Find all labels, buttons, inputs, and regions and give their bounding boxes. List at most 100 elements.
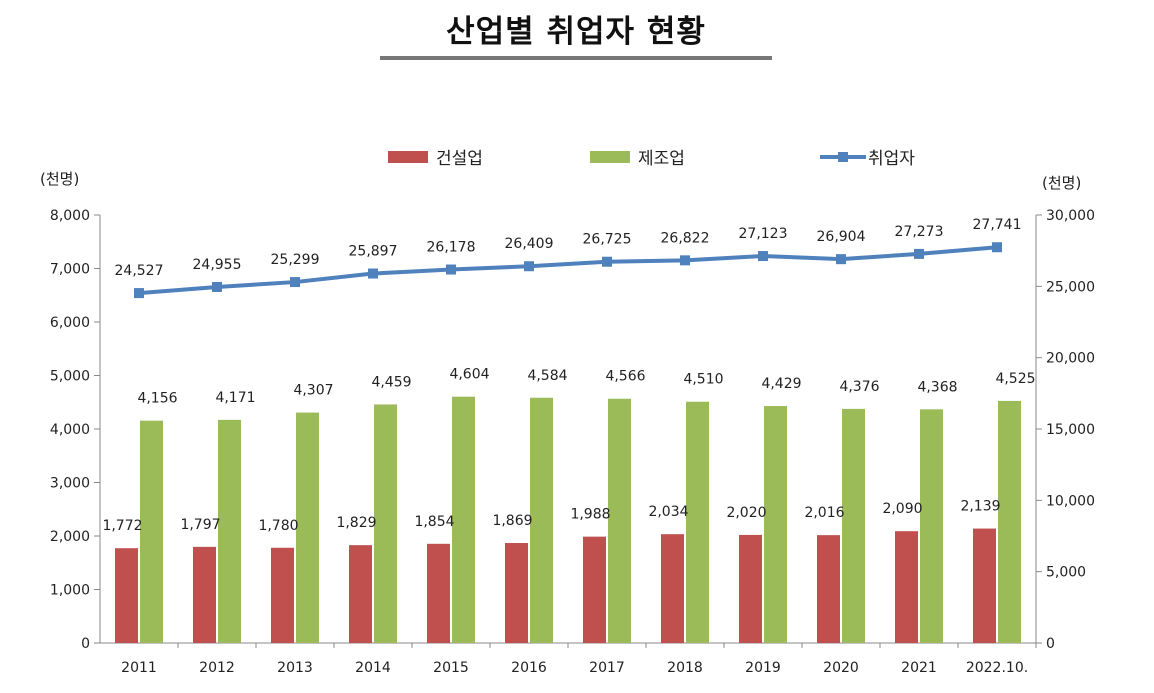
- bar-manufacturing: [764, 406, 787, 643]
- title-underline: [380, 56, 772, 60]
- right-tick-label: 15,000: [1046, 422, 1095, 438]
- left-tick-label: 0: [81, 636, 90, 652]
- employed-line: [138, 245, 998, 296]
- data-label-manufacturing: 4,156: [137, 391, 177, 407]
- x-tick-label: 2018: [667, 660, 703, 676]
- x-tick-label: 2020: [823, 660, 859, 676]
- x-tick-label: 2022.10.: [966, 660, 1028, 676]
- legend: 건설업 제조업 취업자: [388, 149, 915, 169]
- bar-construction: [271, 547, 294, 643]
- data-label-construction: 1,988: [570, 507, 610, 523]
- x-tick-label: 2017: [589, 660, 625, 676]
- legend-swatch: [590, 151, 630, 163]
- legend-marker: [838, 152, 848, 162]
- employed-marker: [368, 268, 378, 279]
- left-tick-label: 4,000: [50, 422, 90, 438]
- bar-manufacturing: [530, 397, 553, 643]
- legend-swatch: [388, 151, 428, 163]
- data-label-employed: 27,273: [895, 224, 944, 240]
- data-label-construction: 2,034: [648, 504, 688, 520]
- x-tick-label: 2014: [355, 660, 391, 676]
- data-label-employed: 25,299: [271, 252, 320, 268]
- data-label-employed: 26,409: [505, 236, 554, 252]
- left-tick-label: 5,000: [50, 369, 90, 385]
- employed-marker: [524, 261, 534, 272]
- data-labels: 1,772 1,797 1,780 1,829 1,854 1,869 1,988 2,034…: [102, 217, 1035, 534]
- x-tick-label: 2016: [511, 660, 547, 676]
- line-series: [134, 242, 1002, 299]
- x-tick-label: 2019: [745, 660, 781, 676]
- data-label-employed: 26,904: [817, 229, 866, 245]
- employed-marker: [446, 264, 456, 275]
- bar-manufacturing: [920, 409, 943, 643]
- data-label-manufacturing: 4,307: [293, 383, 333, 399]
- data-label-construction: 1,829: [336, 515, 376, 531]
- data-label-manufacturing: 4,525: [995, 371, 1035, 387]
- employed-marker: [680, 255, 690, 266]
- left-tick-label: 8,000: [50, 208, 90, 224]
- data-label-manufacturing: 4,368: [917, 379, 957, 395]
- right-tick-label: 25,000: [1046, 279, 1095, 295]
- data-label-construction: 1,869: [492, 513, 532, 529]
- bar-series: [115, 396, 1021, 643]
- bar-construction: [427, 543, 450, 643]
- data-label-employed: 24,527: [115, 263, 164, 279]
- data-label-employed: 27,123: [739, 226, 788, 242]
- chart-title: 산업별 취업자 현황: [446, 14, 706, 50]
- bar-manufacturing: [374, 404, 397, 643]
- employed-marker: [602, 256, 612, 267]
- right-tick-label: 0: [1046, 636, 1055, 652]
- bar-construction: [895, 531, 918, 643]
- data-label-manufacturing: 4,171: [215, 390, 255, 406]
- bar-construction: [505, 543, 528, 643]
- left-tick-label: 6,000: [50, 315, 90, 331]
- employed-marker: [758, 251, 768, 262]
- right-tick-label: 30,000: [1046, 208, 1095, 224]
- legend-label: 취업자: [868, 149, 915, 169]
- left-axis-unit: (천명): [40, 170, 79, 188]
- data-label-construction: 2,139: [960, 499, 1000, 515]
- data-label-manufacturing: 4,566: [605, 369, 645, 385]
- data-label-construction: 1,780: [258, 518, 298, 534]
- bar-construction: [973, 528, 996, 643]
- bar-manufacturing: [140, 420, 163, 643]
- left-tick-label: 7,000: [50, 262, 90, 278]
- data-label-employed: 27,741: [973, 217, 1022, 233]
- x-tick-label: 2013: [277, 660, 313, 676]
- left-tick-label: 1,000: [50, 583, 90, 599]
- bar-manufacturing: [218, 419, 241, 643]
- x-tick-label: 2015: [433, 660, 469, 676]
- data-label-employed: 26,822: [661, 230, 710, 246]
- bar-construction: [739, 534, 762, 643]
- data-label-manufacturing: 4,584: [527, 368, 567, 384]
- left-tick-label: 3,000: [50, 476, 90, 492]
- employed-marker: [836, 254, 846, 265]
- bar-construction: [349, 545, 372, 643]
- employed-marker: [212, 281, 222, 292]
- left-tick-label: 2,000: [50, 529, 90, 545]
- x-tick-label: 2012: [199, 660, 235, 676]
- right-tick-label: 5,000: [1046, 565, 1086, 581]
- data-label-construction: 2,090: [882, 501, 922, 517]
- data-label-manufacturing: 4,376: [839, 379, 879, 395]
- bar-construction: [583, 536, 606, 643]
- data-label-manufacturing: 4,604: [449, 367, 489, 383]
- employed-marker: [134, 288, 144, 299]
- data-label-construction: 1,797: [180, 517, 220, 533]
- employed-marker: [914, 248, 924, 259]
- bar-manufacturing: [452, 396, 475, 643]
- data-label-construction: 1,772: [102, 518, 142, 534]
- data-label-construction: 2,020: [726, 505, 766, 521]
- bar-construction: [193, 546, 216, 643]
- bar-manufacturing: [998, 400, 1021, 643]
- bar-construction: [817, 535, 840, 643]
- axes: 0 1,000 2,000 3,000 4,000 5,000 6,000 7,000 8,00…: [40, 170, 1095, 676]
- data-label-employed: 26,725: [583, 232, 632, 248]
- bar-construction: [115, 548, 138, 643]
- right-tick-label: 20,000: [1046, 351, 1095, 367]
- x-tick-label: 2011: [121, 660, 157, 676]
- title-block: 산업별 취업자 현황: [380, 12, 772, 52]
- legend-label: 제조업: [638, 149, 685, 169]
- bar-construction: [661, 534, 684, 643]
